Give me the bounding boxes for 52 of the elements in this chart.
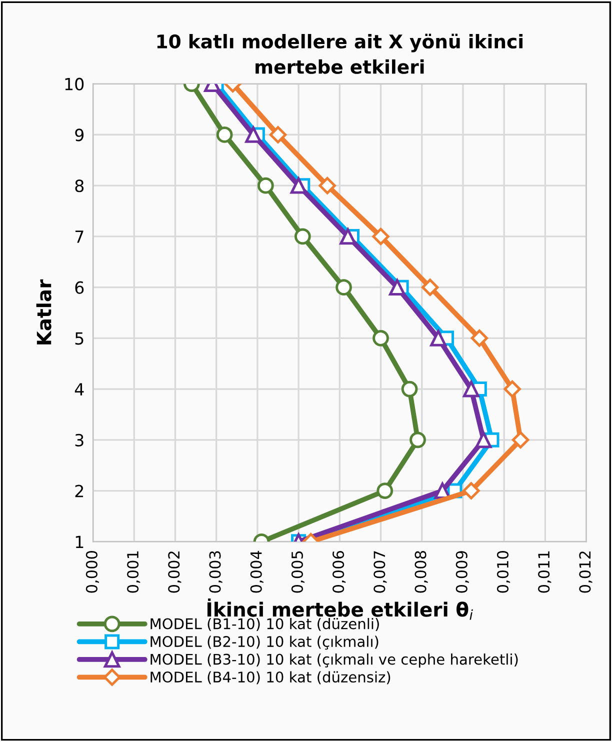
x-tick-label: 0,012 <box>579 552 592 593</box>
point <box>336 279 352 296</box>
y-tick-label: 3 <box>75 434 84 446</box>
point <box>245 126 262 143</box>
point <box>462 482 480 500</box>
legend-label: MODEL (B3-10) 10 kat (çıkmalı ve cephe hareketli) <box>150 654 518 668</box>
y-axis-title: Katlar <box>36 279 52 344</box>
y-tick-label: 6 <box>75 281 84 294</box>
legend-label: MODEL (B1-10) 10 kat (düzenli) <box>150 618 379 631</box>
point <box>294 228 311 245</box>
point <box>401 380 418 398</box>
point <box>290 177 307 194</box>
point <box>504 380 521 398</box>
y-tick-label: 8 <box>75 180 84 192</box>
point <box>372 228 390 246</box>
point <box>430 330 447 346</box>
x-tick-label: 0,004 <box>250 550 264 593</box>
point <box>269 126 287 144</box>
x-tick-label: 0,007 <box>374 551 387 593</box>
y-tick-label: 9 <box>75 128 84 142</box>
point <box>512 431 530 449</box>
point <box>340 228 356 245</box>
x-tick-label: 0,003 <box>209 551 222 593</box>
y-tick-label: 1 <box>76 536 84 548</box>
chart-title: 10 katlı modellere ait X yönü ikinci mertebe etkileri <box>157 34 522 74</box>
x-tick-label: 0,009 <box>456 551 469 593</box>
y-tick-label: 4 <box>74 383 84 396</box>
point <box>372 330 389 346</box>
x-tick-label: 0,006 <box>332 550 346 593</box>
point <box>389 279 406 296</box>
legend-label: MODEL (B4-10) 10 kat (düzensiz) <box>150 671 390 684</box>
point <box>410 432 426 448</box>
x-tick-label: 0,000 <box>86 551 100 593</box>
x-tick-label: 0,005 <box>291 551 305 593</box>
y-tick-label: 5 <box>75 332 84 345</box>
x-tick-label: 0,011 <box>538 551 552 593</box>
point <box>216 126 233 143</box>
x-tick-label: 0,008 <box>414 551 428 593</box>
legend-label: MODEL (B2-10) 10 kat (çıkmalı) <box>150 636 378 650</box>
point <box>318 176 336 194</box>
point <box>475 432 492 448</box>
point <box>421 278 439 296</box>
y-tick-label: 2 <box>75 484 84 498</box>
y-tick-label: 10 <box>65 78 84 90</box>
y-tick-label: 7 <box>75 230 84 243</box>
point <box>257 177 274 194</box>
point <box>470 330 488 347</box>
point <box>463 380 480 398</box>
x-tick-label: 0,001 <box>127 551 140 593</box>
point <box>376 482 394 499</box>
x-tick-label: 0,010 <box>496 551 510 593</box>
x-tick-label: 0,002 <box>168 552 182 593</box>
